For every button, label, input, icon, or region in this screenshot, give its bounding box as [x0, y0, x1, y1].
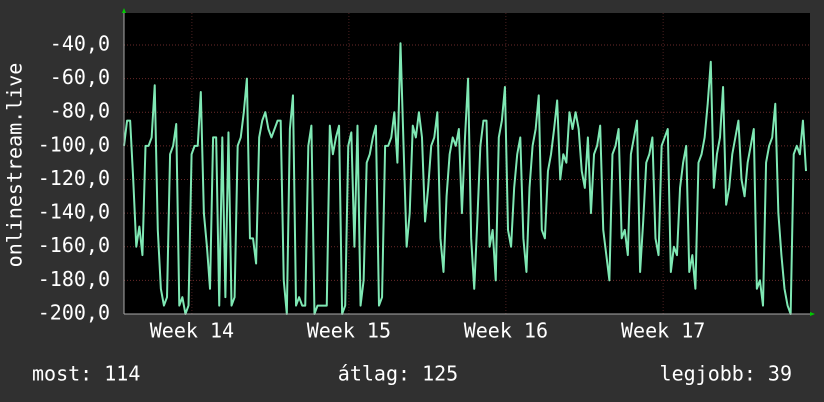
y-tick-label: -40,0	[50, 31, 110, 55]
y-tick-label: -140,0	[38, 200, 110, 224]
y-tick-label: -120,0	[38, 166, 110, 190]
y-axis-arrow	[122, 8, 126, 13]
y-tick-label: -100,0	[38, 132, 110, 156]
footer-best: legjobb: 39	[660, 362, 792, 386]
x-tick-label: Week 16	[464, 319, 548, 343]
y-tick-label: -60,0	[50, 65, 110, 89]
series-line	[123, 42, 808, 315]
x-tick-label: Week 17	[621, 319, 705, 343]
x-tick-label: Week 14	[150, 319, 234, 343]
y-tick-label: -160,0	[38, 233, 110, 257]
footer-average: átlag: 125	[338, 362, 458, 386]
y-tick-label: -80,0	[50, 99, 110, 123]
footer-current: most: 114	[32, 362, 140, 386]
y-axis-label: onlinestream.live	[3, 63, 27, 268]
y-tick-label: -200,0	[38, 301, 110, 325]
x-tick-label: Week 15	[307, 319, 391, 343]
x-axis-arrow	[810, 312, 815, 316]
y-tick-label: -180,0	[38, 267, 110, 291]
